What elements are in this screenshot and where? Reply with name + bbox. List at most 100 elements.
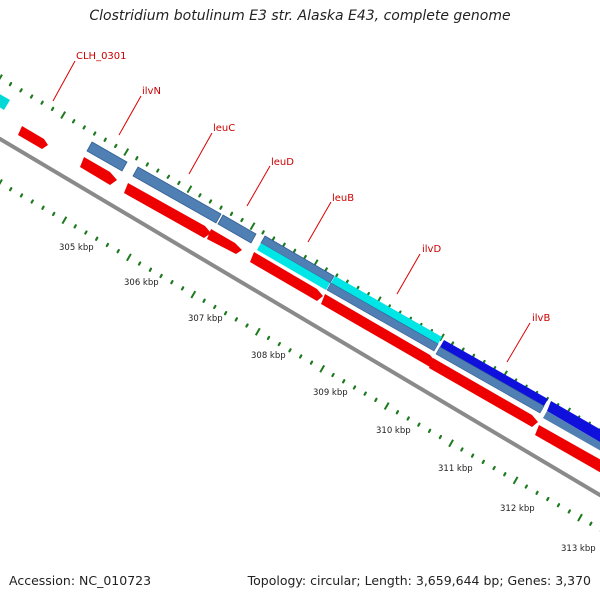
cds-leuc[interactable] xyxy=(124,183,211,238)
outer-tick-minor xyxy=(229,211,234,216)
outer-tick-minor xyxy=(461,347,465,352)
outer-tick-minor xyxy=(8,81,13,87)
cds-clh-0301[interactable] xyxy=(18,126,48,149)
gene-next-blue[interactable] xyxy=(547,401,600,448)
outer-tick-major xyxy=(249,222,256,231)
gene-label-ilvd[interactable]: ilvD xyxy=(422,244,441,255)
outer-tick-minor xyxy=(82,125,86,130)
cds-ilvd[interactable] xyxy=(321,294,436,367)
kbp-label-307: 307 kbp xyxy=(188,314,223,324)
gene-features xyxy=(0,92,600,478)
map-title: Clostridium botulinum E3 str. Alaska E43… xyxy=(89,8,511,24)
kbp-label-311: 311 kbp xyxy=(438,464,473,474)
cds-leud[interactable] xyxy=(207,229,242,254)
inner-tick-minor xyxy=(481,459,485,464)
inner-tick-minor xyxy=(535,490,539,495)
inner-tick-minor xyxy=(170,280,174,285)
outer-tick-minor xyxy=(145,162,149,167)
gene-ilvd[interactable] xyxy=(331,276,442,344)
gene-ilvb[interactable] xyxy=(440,340,548,406)
gene-leub-cyan[interactable] xyxy=(257,243,330,290)
gene-labels: CLH_0301 ilvN leuC leuD leuB ilvD ilvB xyxy=(76,51,550,324)
outer-tick-minor xyxy=(345,279,349,284)
inner-tick-minor xyxy=(309,360,314,365)
inner-tick-minor xyxy=(503,472,507,477)
inner-tick-minor xyxy=(148,267,153,272)
inner-tick-minor xyxy=(94,236,99,241)
gene-label-leub[interactable]: leuB xyxy=(332,193,354,204)
inner-tick-minor xyxy=(524,484,529,489)
outer-tick-major xyxy=(0,74,3,80)
genome-backbone xyxy=(0,136,600,498)
cds-leub[interactable] xyxy=(250,252,323,301)
inner-tick-minor xyxy=(438,434,443,440)
outer-tick-major xyxy=(123,148,130,157)
cds-ilvn[interactable] xyxy=(80,157,117,185)
gene-label-clh-0301[interactable]: CLH_0301 xyxy=(76,51,127,62)
inner-tick-minor xyxy=(556,503,561,508)
inner-tick-minor xyxy=(589,521,593,526)
inner-tick-minor xyxy=(374,397,378,402)
genome-stats-text: Topology: circular; Length: 3,659,644 bp… xyxy=(247,573,591,588)
inner-tick-minor xyxy=(363,391,367,396)
outer-tick-minor xyxy=(29,94,34,99)
inner-tick-minor xyxy=(51,211,56,217)
outer-tick-minor xyxy=(292,248,297,253)
inner-tick-major xyxy=(61,216,68,225)
outer-tick-minor xyxy=(198,193,202,198)
kbp-label-313: 313 kbp xyxy=(561,544,596,554)
inner-tick-major xyxy=(383,402,390,411)
gene-leuc[interactable] xyxy=(132,166,222,224)
gene-ilvb-steel[interactable] xyxy=(435,346,545,414)
inner-tick-minor xyxy=(202,298,206,303)
cds-next[interactable] xyxy=(535,425,600,478)
outer-tick-minor xyxy=(71,119,76,124)
inner-tick-minor xyxy=(9,187,13,192)
outer-tick-major xyxy=(439,333,445,342)
inner-tick-minor xyxy=(116,249,120,254)
inner-tick-minor xyxy=(30,199,34,204)
gene-label-leuc[interactable]: leuC xyxy=(213,123,235,134)
kbp-label-305: 305 kbp xyxy=(59,243,94,253)
outer-tick-minor xyxy=(219,205,223,210)
gene-edge-cyan[interactable] xyxy=(0,92,10,110)
inner-tick-minor xyxy=(84,230,88,235)
inner-tick-minor xyxy=(213,304,217,310)
kbp-label-308: 308 kbp xyxy=(251,351,286,361)
inner-tick-major xyxy=(448,439,454,448)
outer-tick-minor xyxy=(166,174,171,179)
outer-tick-minor xyxy=(450,341,455,346)
inner-tick-minor xyxy=(352,385,357,390)
gene-ilvn[interactable] xyxy=(86,141,128,172)
inner-tick-minor xyxy=(567,509,572,514)
outer-tick-minor xyxy=(50,106,55,112)
gene-label-leud[interactable]: leuD xyxy=(271,157,294,168)
accession-text: Accession: NC_010723 xyxy=(9,573,152,588)
outer-tick-minor xyxy=(356,285,360,291)
inner-tick-major xyxy=(577,513,583,522)
kbp-label-309: 309 kbp xyxy=(313,388,348,398)
inner-tick-minor xyxy=(159,273,163,279)
inner-tick-major xyxy=(254,327,261,336)
inner-tick-minor xyxy=(137,261,142,266)
inner-tick-minor xyxy=(73,224,77,229)
gene-next-steel[interactable] xyxy=(543,411,600,456)
inner-tick-minor xyxy=(288,348,292,353)
inner-tick-minor xyxy=(245,323,249,328)
gene-ilvd-steel[interactable] xyxy=(326,282,439,352)
gene-label-ilvn[interactable]: ilvN xyxy=(142,86,161,97)
cds-ilvb[interactable] xyxy=(429,358,538,427)
kbp-label-312: 312 kbp xyxy=(500,504,535,514)
outer-tick-minor xyxy=(208,199,213,204)
gene-leub[interactable] xyxy=(260,235,335,284)
outer-tick-minor xyxy=(240,217,244,223)
outer-tick-minor xyxy=(335,273,339,278)
outer-tick-minor xyxy=(303,254,307,260)
outer-tick-minor xyxy=(135,156,139,161)
inner-tick-minor xyxy=(277,342,281,347)
outer-tick-minor xyxy=(282,242,286,247)
kbp-label-306: 306 kbp xyxy=(124,278,159,288)
gene-label-ilvb[interactable]: ilvB xyxy=(532,313,550,324)
gene-leud[interactable] xyxy=(217,214,257,244)
